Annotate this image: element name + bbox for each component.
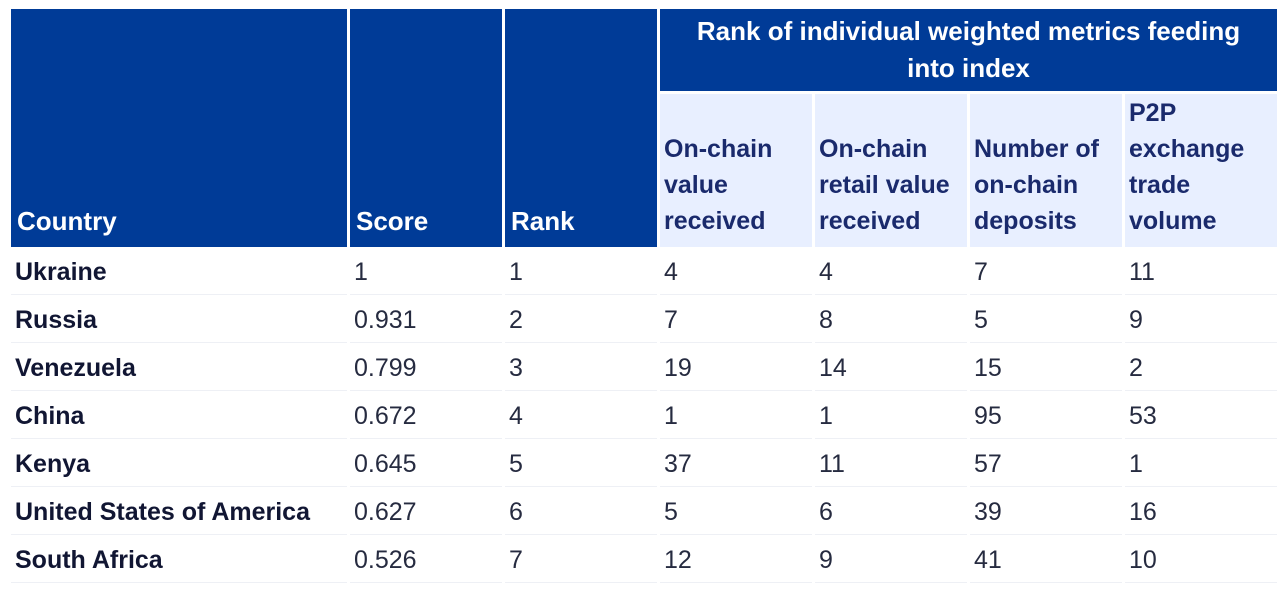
country-cell: Russia bbox=[11, 298, 347, 343]
score-cell: 0.526 bbox=[350, 538, 502, 583]
onchain-value-cell: 19 bbox=[660, 346, 812, 391]
p2p-volume-cell: 53 bbox=[1125, 394, 1278, 439]
table-row: Venezuela 0.799 3 19 14 15 2 bbox=[11, 346, 1278, 391]
header-score: Score bbox=[350, 9, 502, 247]
onchain-retail-value-cell: 6 bbox=[815, 490, 967, 535]
crypto-adoption-index-table: Country Score Rank Rank of individual we… bbox=[8, 6, 1280, 586]
table-row: Russia 0.931 2 7 8 5 9 bbox=[11, 298, 1278, 343]
score-cell: 0.931 bbox=[350, 298, 502, 343]
table-row: United States of America 0.627 6 5 6 39 … bbox=[11, 490, 1278, 535]
header-number-of-onchain-deposits: Number of on-chain deposits bbox=[970, 94, 1122, 247]
onchain-deposits-cell: 5 bbox=[970, 298, 1122, 343]
onchain-deposits-cell: 41 bbox=[970, 538, 1122, 583]
rank-cell: 7 bbox=[505, 538, 657, 583]
onchain-deposits-cell: 57 bbox=[970, 442, 1122, 487]
country-cell: Ukraine bbox=[11, 250, 347, 295]
onchain-deposits-cell: 7 bbox=[970, 250, 1122, 295]
header-country: Country bbox=[11, 9, 347, 247]
country-cell: Kenya bbox=[11, 442, 347, 487]
header-metric-group: Rank of individual weighted metrics feed… bbox=[660, 9, 1278, 91]
header-onchain-retail-value-received: On-chain retail value received bbox=[815, 94, 967, 247]
score-cell: 0.799 bbox=[350, 346, 502, 391]
p2p-volume-cell: 11 bbox=[1125, 250, 1278, 295]
onchain-retail-value-cell: 1 bbox=[815, 394, 967, 439]
score-cell: 0.672 bbox=[350, 394, 502, 439]
country-cell: United States of America bbox=[11, 490, 347, 535]
header-onchain-value-received: On-chain value received bbox=[660, 94, 812, 247]
rank-cell: 1 bbox=[505, 250, 657, 295]
table-row: China 0.672 4 1 1 95 53 bbox=[11, 394, 1278, 439]
onchain-value-cell: 12 bbox=[660, 538, 812, 583]
header-p2p-exchange-trade-volume: P2P exchange trade volume bbox=[1125, 94, 1278, 247]
subheader-row: On-chain value received On-chain retail … bbox=[11, 94, 1278, 247]
p2p-volume-cell: 10 bbox=[1125, 538, 1278, 583]
rank-cell: 2 bbox=[505, 298, 657, 343]
header-row: Country Score Rank Rank of individual we… bbox=[11, 9, 1278, 247]
rank-cell: 5 bbox=[505, 442, 657, 487]
country-cell: South Africa bbox=[11, 538, 347, 583]
score-cell: 0.627 bbox=[350, 490, 502, 535]
table-row: South Africa 0.526 7 12 9 41 10 bbox=[11, 538, 1278, 583]
header-rank: Rank bbox=[505, 9, 657, 247]
onchain-deposits-cell: 39 bbox=[970, 490, 1122, 535]
onchain-value-cell: 4 bbox=[660, 250, 812, 295]
onchain-retail-value-cell: 8 bbox=[815, 298, 967, 343]
onchain-value-cell: 37 bbox=[660, 442, 812, 487]
onchain-value-cell: 1 bbox=[660, 394, 812, 439]
country-cell: China bbox=[11, 394, 347, 439]
onchain-retail-value-cell: 11 bbox=[815, 442, 967, 487]
onchain-retail-value-cell: 4 bbox=[815, 250, 967, 295]
score-cell: 1 bbox=[350, 250, 502, 295]
table-row: Ukraine 1 1 4 4 7 11 bbox=[11, 250, 1278, 295]
rank-cell: 4 bbox=[505, 394, 657, 439]
p2p-volume-cell: 9 bbox=[1125, 298, 1278, 343]
rank-cell: 3 bbox=[505, 346, 657, 391]
onchain-deposits-cell: 15 bbox=[970, 346, 1122, 391]
onchain-retail-value-cell: 9 bbox=[815, 538, 967, 583]
onchain-value-cell: 7 bbox=[660, 298, 812, 343]
p2p-volume-cell: 16 bbox=[1125, 490, 1278, 535]
onchain-deposits-cell: 95 bbox=[970, 394, 1122, 439]
p2p-volume-cell: 2 bbox=[1125, 346, 1278, 391]
rank-cell: 6 bbox=[505, 490, 657, 535]
table-row: Kenya 0.645 5 37 11 57 1 bbox=[11, 442, 1278, 487]
onchain-retail-value-cell: 14 bbox=[815, 346, 967, 391]
p2p-volume-cell: 1 bbox=[1125, 442, 1278, 487]
score-cell: 0.645 bbox=[350, 442, 502, 487]
crypto-adoption-table-container: Country Score Rank Rank of individual we… bbox=[8, 6, 1278, 606]
onchain-value-cell: 5 bbox=[660, 490, 812, 535]
country-cell: Venezuela bbox=[11, 346, 347, 391]
